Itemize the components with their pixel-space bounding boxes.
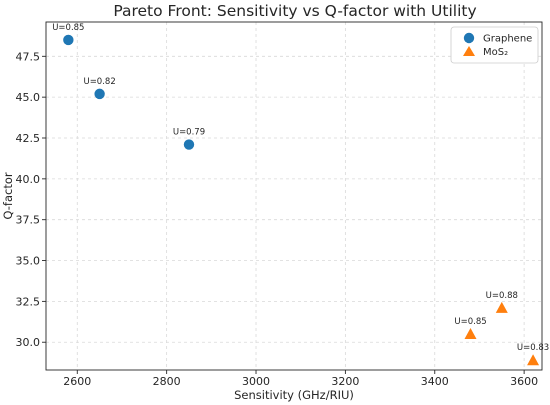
axes-ticks: 2600 2800 3000 3200 3400 3600 30.0 32.5 35.0 37.5… (16, 50, 539, 388)
y-tick-label: 30.0 (16, 336, 41, 349)
utility-annotation: U=0.83 (517, 343, 549, 353)
data-point-mos2 (527, 354, 540, 366)
utility-annotation: U=0.88 (486, 291, 518, 301)
y-tick-label: 32.5 (16, 295, 41, 308)
x-tick-label: 2800 (153, 375, 181, 388)
utility-annotation: U=0.82 (83, 77, 115, 87)
utility-annotation: U=0.85 (454, 317, 486, 327)
x-tick-label: 3600 (510, 375, 538, 388)
y-tick-label: 45.0 (16, 91, 41, 104)
grid (46, 22, 542, 370)
data-point-graphene (183, 139, 195, 150)
legend: Graphene MoS₂ (450, 26, 539, 64)
y-tick-label: 42.5 (16, 132, 41, 145)
data-point-graphene (63, 34, 74, 46)
x-axis-label: Sensitivity (GHz/RIU) (234, 388, 354, 402)
utility-annotation: U=0.79 (173, 128, 205, 138)
y-tick-label: 37.5 (16, 214, 41, 227)
data-point-mos2 (495, 301, 508, 313)
utility-annotation: U=0.85 (52, 23, 84, 33)
x-tick-label: 2600 (63, 375, 91, 388)
y-tick-label: 35.0 (16, 255, 41, 268)
y-tick-label: 40.0 (16, 173, 41, 186)
x-tick-label: 3200 (331, 375, 359, 388)
x-tick-label: 3000 (242, 375, 270, 388)
legend-label-graphene: Graphene (483, 34, 532, 45)
legend-marker-graphene (463, 32, 475, 44)
plot-area: U=0.85 U=0.82 U=0.79 U=0.88 U=0.85 U=0.83 (52, 23, 549, 366)
y-tick-label: 47.5 (16, 50, 41, 63)
x-tick-label: 3400 (421, 375, 449, 388)
legend-marker-mos2 (463, 46, 475, 56)
data-point-graphene (94, 88, 105, 100)
legend-label-mos2: MoS₂ (483, 47, 508, 58)
chart-title: Pareto Front: Sensitivity vs Q-factor wi… (113, 2, 476, 20)
plot-frame (45, 21, 543, 371)
y-axis-label: Q-factor (1, 172, 15, 219)
data-point-mos2 (464, 328, 477, 340)
